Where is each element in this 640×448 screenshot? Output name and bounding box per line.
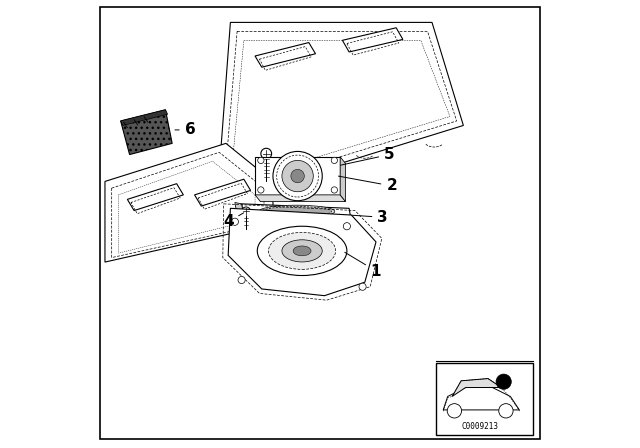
- Circle shape: [499, 404, 513, 418]
- Text: 2: 2: [339, 176, 397, 194]
- Bar: [255, 157, 340, 195]
- Circle shape: [359, 283, 366, 290]
- Ellipse shape: [262, 207, 332, 216]
- Circle shape: [258, 157, 264, 164]
- Circle shape: [258, 187, 264, 193]
- Circle shape: [332, 187, 337, 193]
- Ellipse shape: [293, 246, 311, 256]
- Polygon shape: [195, 179, 250, 206]
- Circle shape: [273, 151, 322, 201]
- Polygon shape: [452, 379, 502, 396]
- Polygon shape: [342, 28, 403, 52]
- Circle shape: [332, 157, 337, 164]
- Circle shape: [496, 374, 511, 389]
- Polygon shape: [235, 202, 244, 217]
- Circle shape: [343, 223, 351, 230]
- Polygon shape: [120, 110, 168, 125]
- Circle shape: [261, 148, 271, 159]
- Polygon shape: [340, 157, 346, 202]
- Circle shape: [282, 160, 314, 192]
- Text: 6: 6: [175, 122, 195, 138]
- Ellipse shape: [257, 226, 347, 276]
- Circle shape: [231, 218, 239, 225]
- Text: 1: 1: [345, 252, 381, 279]
- Circle shape: [242, 207, 250, 216]
- Text: 3: 3: [352, 210, 388, 225]
- Text: 4: 4: [223, 213, 244, 229]
- Polygon shape: [443, 388, 519, 410]
- Text: 5: 5: [340, 147, 395, 165]
- Polygon shape: [217, 22, 463, 202]
- Polygon shape: [120, 110, 172, 155]
- Text: C0009213: C0009213: [462, 422, 499, 431]
- Ellipse shape: [259, 205, 335, 218]
- Polygon shape: [241, 204, 351, 222]
- Ellipse shape: [269, 233, 336, 269]
- Ellipse shape: [282, 240, 323, 262]
- Polygon shape: [255, 43, 316, 67]
- Circle shape: [238, 276, 245, 284]
- Polygon shape: [105, 143, 273, 262]
- Circle shape: [447, 404, 461, 418]
- Bar: [436, 363, 532, 435]
- Circle shape: [291, 169, 305, 183]
- Polygon shape: [127, 184, 183, 211]
- Polygon shape: [255, 195, 346, 202]
- Polygon shape: [228, 208, 376, 296]
